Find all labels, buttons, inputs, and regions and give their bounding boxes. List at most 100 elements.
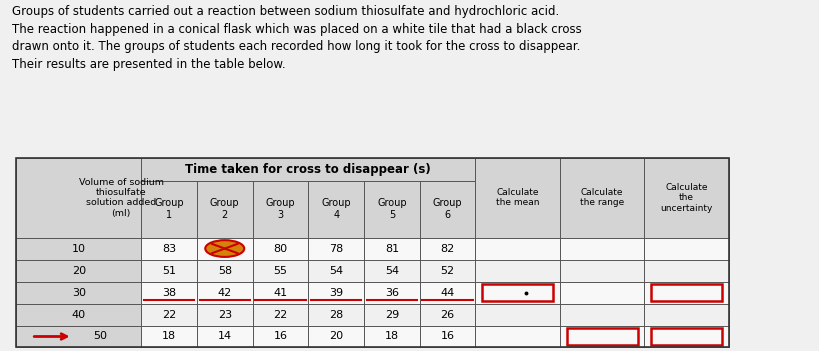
Bar	[475, 259, 560, 282]
Bar	[252, 304, 308, 325]
Text: Group
4: Group 4	[321, 198, 351, 220]
Bar	[252, 238, 308, 259]
Text: 29: 29	[385, 310, 399, 319]
Bar	[308, 282, 364, 304]
Bar	[308, 325, 364, 347]
Bar	[141, 181, 197, 238]
Bar	[16, 282, 141, 304]
Bar	[197, 282, 252, 304]
Bar	[308, 325, 364, 347]
Text: 14: 14	[218, 331, 232, 342]
Bar	[252, 282, 308, 304]
Bar	[364, 325, 419, 347]
Bar	[141, 238, 197, 259]
Bar	[560, 259, 645, 282]
Text: 54: 54	[329, 266, 343, 276]
Bar	[560, 238, 645, 259]
Text: 44: 44	[441, 287, 455, 298]
Bar	[308, 304, 364, 325]
Bar	[560, 158, 645, 238]
Text: Volume of sodium
thiosulfate
solution added
(ml): Volume of sodium thiosulfate solution ad…	[79, 178, 164, 218]
Bar	[141, 158, 475, 181]
Bar	[141, 238, 197, 259]
Bar	[419, 304, 475, 325]
Bar	[364, 282, 419, 304]
Text: 55: 55	[274, 266, 287, 276]
Bar	[16, 259, 141, 282]
Bar	[141, 304, 197, 325]
Text: Group
2: Group 2	[210, 198, 240, 220]
Text: 22: 22	[274, 310, 287, 319]
Bar	[645, 304, 729, 325]
Bar	[308, 282, 364, 304]
Bar	[560, 158, 645, 238]
Bar	[475, 282, 560, 304]
Bar	[560, 325, 645, 347]
Bar	[475, 325, 560, 347]
Bar	[419, 282, 475, 304]
Bar	[419, 282, 475, 304]
Bar	[475, 282, 560, 304]
Bar	[16, 304, 141, 325]
Bar	[197, 304, 252, 325]
Bar	[16, 158, 141, 238]
Bar	[364, 181, 419, 238]
Text: Time taken for cross to disappear (s): Time taken for cross to disappear (s)	[185, 163, 431, 176]
Bar	[308, 259, 364, 282]
Text: Group
5: Group 5	[377, 198, 407, 220]
Text: Calculate
the mean: Calculate the mean	[495, 188, 540, 207]
Bar	[308, 181, 364, 238]
Bar	[364, 181, 419, 238]
Text: 54: 54	[385, 266, 399, 276]
Bar	[364, 259, 419, 282]
Text: 18: 18	[385, 331, 399, 342]
Bar	[645, 158, 729, 238]
Bar	[364, 238, 419, 259]
Bar	[141, 158, 475, 181]
Bar	[560, 282, 645, 304]
Bar	[560, 304, 645, 325]
Bar	[197, 304, 252, 325]
Bar	[645, 158, 729, 238]
Bar	[16, 238, 141, 259]
Text: Calculate
the
uncertainty: Calculate the uncertainty	[660, 183, 713, 213]
Bar	[141, 325, 197, 347]
Bar	[645, 259, 729, 282]
Bar	[475, 158, 560, 238]
Bar	[475, 304, 560, 325]
Bar	[197, 259, 252, 282]
Text: 39: 39	[329, 287, 343, 298]
Bar	[16, 158, 729, 347]
Text: 16: 16	[274, 331, 287, 342]
Bar	[252, 238, 308, 259]
Bar	[419, 259, 475, 282]
Bar	[475, 238, 560, 259]
Bar	[16, 238, 141, 259]
Bar	[197, 325, 252, 347]
Bar	[419, 181, 475, 238]
Bar	[364, 304, 419, 325]
Bar	[141, 282, 197, 304]
Text: 82: 82	[441, 244, 455, 253]
Bar	[141, 181, 197, 238]
Bar	[645, 325, 729, 347]
Text: 58: 58	[218, 266, 232, 276]
Bar	[141, 259, 197, 282]
Bar	[252, 325, 308, 347]
Bar	[560, 325, 645, 347]
Bar	[16, 325, 141, 347]
Bar	[645, 282, 729, 304]
Bar	[475, 304, 560, 325]
Text: Group
1: Group 1	[154, 198, 184, 220]
Text: 20: 20	[329, 331, 343, 342]
Bar	[252, 259, 308, 282]
Bar	[16, 325, 141, 347]
Bar	[308, 238, 364, 259]
Text: 52: 52	[441, 266, 455, 276]
Bar	[252, 181, 308, 238]
Bar	[651, 328, 722, 345]
Text: Group
3: Group 3	[265, 198, 296, 220]
Text: 10: 10	[72, 244, 86, 253]
Text: 23: 23	[218, 310, 232, 319]
Bar	[419, 304, 475, 325]
